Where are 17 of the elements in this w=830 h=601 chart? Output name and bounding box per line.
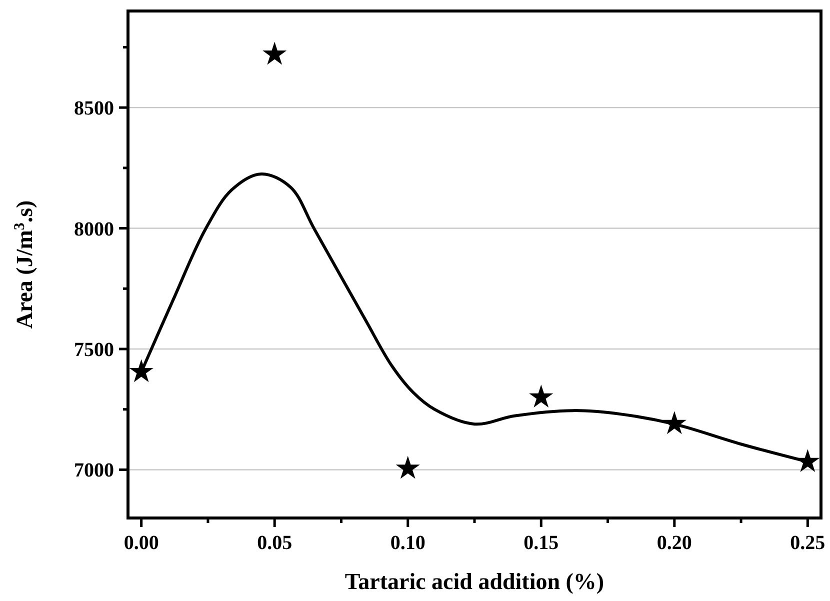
y-tick-label: 8000: [74, 218, 114, 240]
point: [129, 359, 154, 382]
x-tick-label: 0.25: [790, 532, 826, 554]
x-tick-label: 0.20: [656, 532, 692, 554]
point: [796, 449, 820, 472]
x-tick-label: 0.05: [257, 532, 292, 554]
point: [396, 456, 420, 479]
point: [262, 42, 287, 65]
y-tick-label: 7500: [74, 339, 114, 361]
point: [662, 411, 686, 434]
y-tick-label: 8500: [74, 98, 114, 120]
x-tick-label: 0.00: [124, 532, 159, 554]
x-axis-title: Tartaric acid addition (%): [344, 569, 604, 594]
y-tick-label: 7000: [74, 460, 114, 482]
point: [529, 384, 554, 408]
x-tick-label: 0.10: [390, 532, 426, 554]
x-tick-label: 0.15: [524, 532, 559, 554]
